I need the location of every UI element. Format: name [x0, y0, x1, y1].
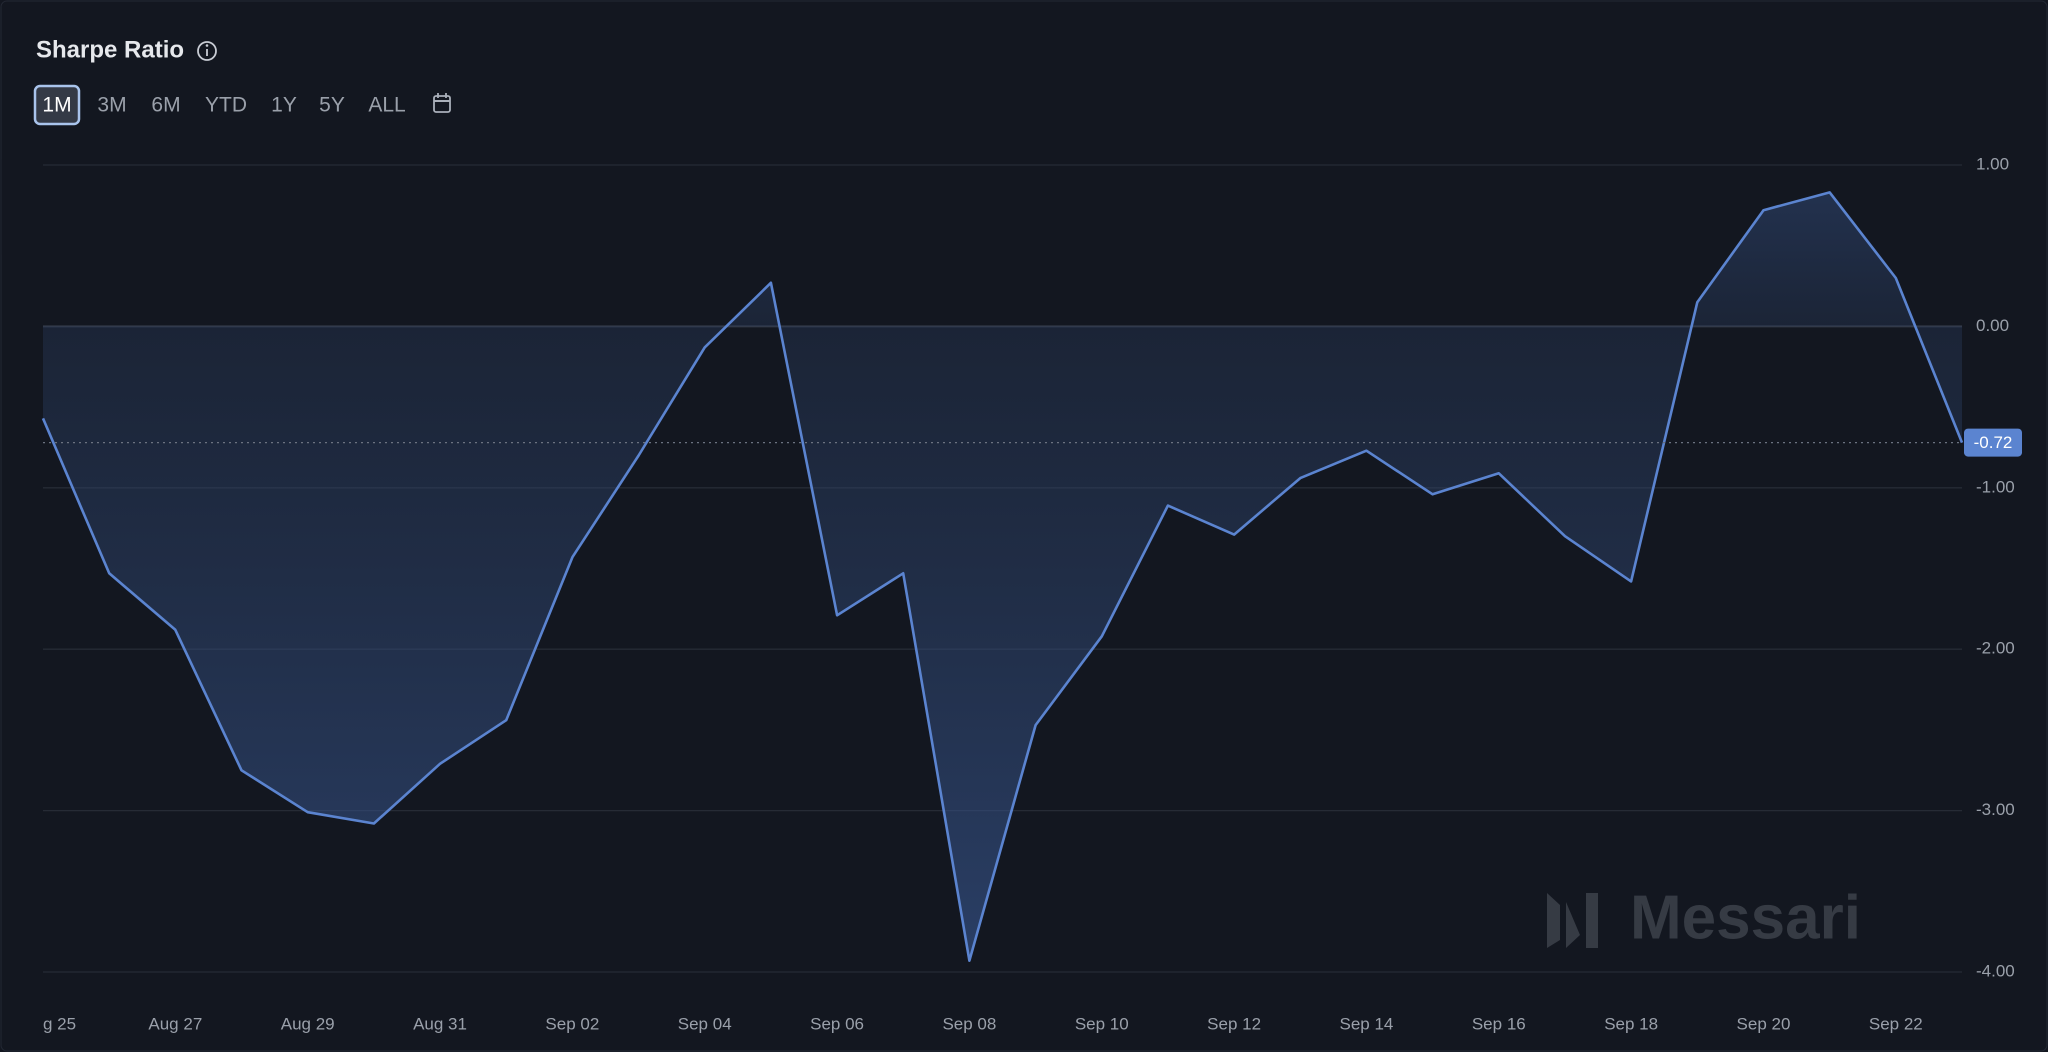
area [43, 192, 1962, 961]
x-tick-label: Sep 02 [545, 1014, 599, 1033]
x-tick-label: Sep 14 [1340, 1014, 1394, 1033]
range-button[interactable]: 3M [97, 94, 126, 117]
x-tick-label: Aug 31 [413, 1014, 467, 1033]
y-tick-label: -1.00 [1976, 477, 2015, 496]
line [41, 191, 1964, 962]
chart-title: Sharpe Ratio [36, 36, 184, 63]
range-button-active[interactable] [33, 84, 81, 126]
x-tick-label: Sep 12 [1207, 1014, 1261, 1033]
x-tick-label: Sep 04 [678, 1014, 732, 1033]
last-value-badge [1964, 428, 2022, 457]
range-button[interactable]: 6M [151, 94, 180, 117]
x-tick-label: Sep 10 [1075, 1014, 1129, 1033]
y-tick-label: -4.00 [1976, 961, 2015, 980]
x-tick-label: Aug 27 [148, 1014, 202, 1033]
range-button[interactable]: 5Y [319, 94, 345, 117]
x-tick-label: Sep 06 [810, 1014, 864, 1033]
x-tick-label: Sep 08 [942, 1014, 996, 1033]
watermark-text: Messari [1630, 883, 1861, 952]
x-tick-label: g 25 [43, 1014, 76, 1033]
last-value-label: -0.72 [1974, 433, 2013, 452]
x-tick-label: Sep 18 [1604, 1014, 1658, 1033]
range-button[interactable]: 1Y [271, 94, 297, 117]
y-tick-label: 0.00 [1976, 316, 2009, 335]
range-button[interactable]: YTD [205, 94, 247, 117]
x-tick-label: Sep 22 [1869, 1014, 1923, 1033]
x-tick-label: Sep 16 [1472, 1014, 1526, 1033]
calendar-icon[interactable] [433, 93, 451, 113]
y-tick-label: -3.00 [1976, 800, 2015, 819]
watermark: Messari [1547, 883, 1861, 952]
info-icon[interactable] [197, 41, 217, 61]
y-tick-label: 1.00 [1976, 154, 2009, 173]
x-tick-label: Sep 20 [1737, 1014, 1791, 1033]
range-button[interactable]: 1M [42, 94, 71, 117]
y-tick-label: -2.00 [1976, 639, 2015, 658]
x-tick-label: Aug 29 [281, 1014, 335, 1033]
range-button[interactable]: ALL [368, 94, 405, 117]
